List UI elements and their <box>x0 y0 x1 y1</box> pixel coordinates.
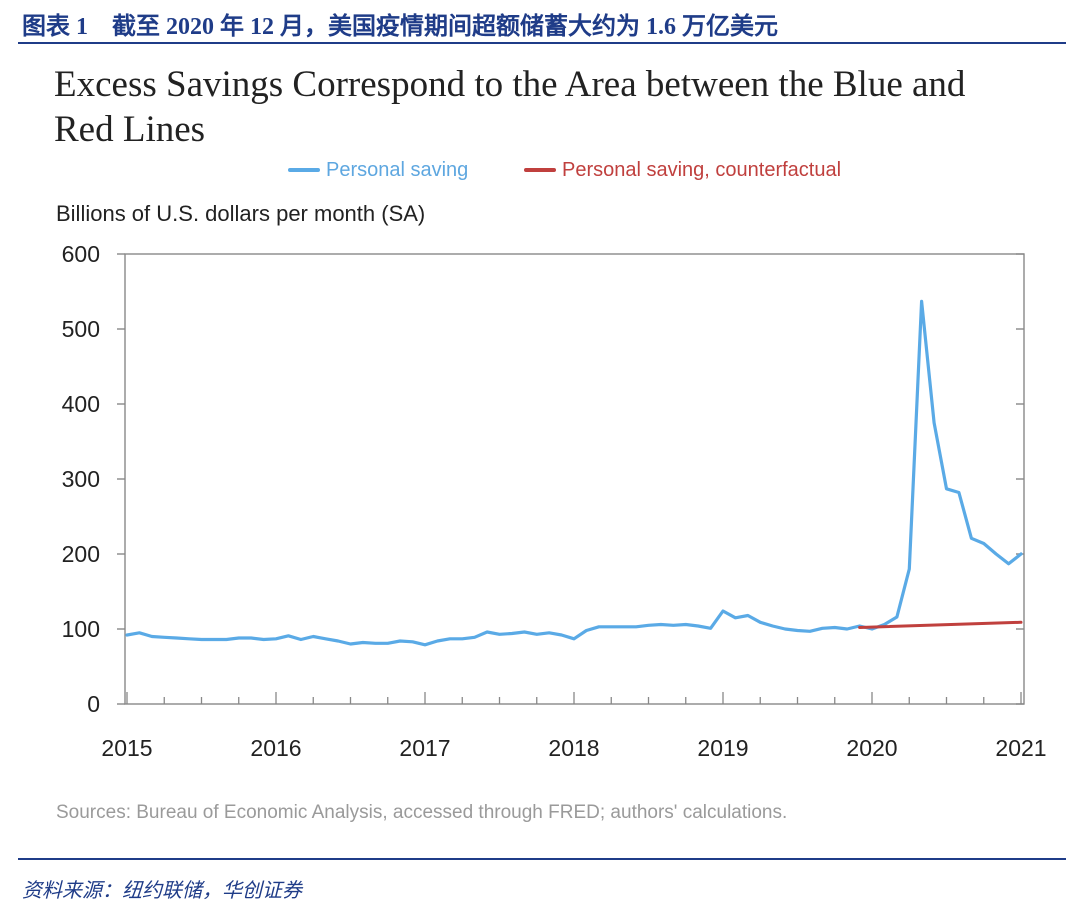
footer-rule <box>18 858 1066 860</box>
y-tick-label: 200 <box>62 541 100 567</box>
figure-header: 图表 1 截至 2020 年 12 月，美国疫情期间超额储蓄大约为 1.6 万亿… <box>22 14 778 40</box>
x-tick-label: 2015 <box>101 735 152 761</box>
x-tick-label: 2017 <box>399 735 450 761</box>
chart-source-note: Sources: Bureau of Economic Analysis, ac… <box>56 802 788 823</box>
y-tick-label: 500 <box>62 316 100 342</box>
y-axis-label: Billions of U.S. dollars per month (SA) <box>56 201 426 226</box>
y-tick-label: 100 <box>62 616 100 642</box>
legend-label-counterfactual: Personal saving, counterfactual <box>562 158 842 181</box>
y-tick-label: 300 <box>62 466 100 492</box>
x-tick-label: 2021 <box>995 735 1046 761</box>
y-tick-label: 600 <box>62 241 100 267</box>
x-tick-label: 2019 <box>697 735 748 761</box>
series-line-personal-saving <box>125 299 1023 647</box>
header-rule <box>18 42 1066 44</box>
tick-layer: 0 100 200 300 400 500 600 2015 2016 2017 2018 2019 2… <box>62 241 1047 761</box>
series-line-counterfactual <box>858 620 1023 629</box>
legend-label-personal-saving: Personal saving <box>326 158 469 181</box>
legend-item-counterfactual: Personal saving, counterfactual <box>524 157 841 183</box>
x-tick-label: 2018 <box>548 735 599 761</box>
x-tick-label: 2016 <box>250 735 301 761</box>
legend-swatch-red <box>524 168 556 172</box>
footer-source: 资料来源：纽约联储，华创证券 <box>22 880 302 902</box>
legend-swatch-blue <box>288 168 320 172</box>
x-tick-label: 2020 <box>846 735 897 761</box>
chart-title: Excess Savings Correspond to the Area be… <box>54 64 966 150</box>
y-tick-label: 0 <box>87 691 100 717</box>
legend-item-personal-saving: Personal saving <box>288 157 468 183</box>
plot-frame <box>124 253 1025 705</box>
y-tick-label: 400 <box>62 391 100 417</box>
series-layer <box>125 299 1023 647</box>
